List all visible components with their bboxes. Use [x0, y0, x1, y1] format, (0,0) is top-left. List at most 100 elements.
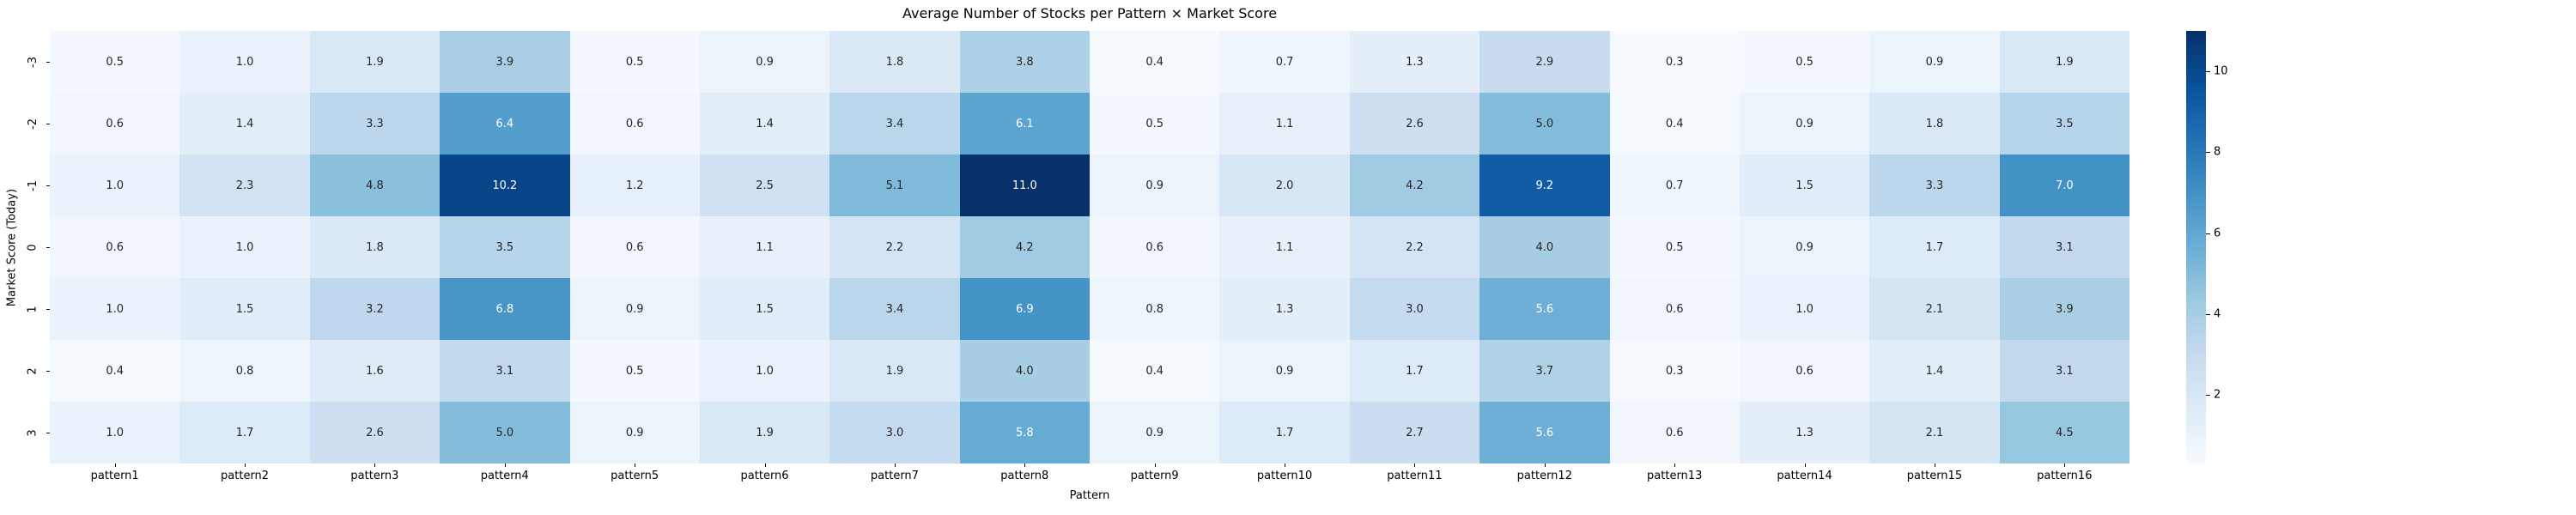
heatmap-cell: 0.6: [569, 216, 700, 278]
heatmap-cell: 1.0: [179, 31, 310, 93]
heatmap-cell: 1.8: [1869, 93, 2000, 154]
cell-value: 0.9: [625, 302, 644, 316]
colorbar-tick-label: 8: [2214, 145, 2221, 159]
x-tick-mark: [1804, 464, 1806, 467]
cell-value: 5.6: [1535, 426, 1554, 439]
x-tick-mark: [1024, 464, 1026, 467]
cell-value: 1.7: [1406, 364, 1424, 378]
y-tick-mark: [46, 309, 50, 310]
heatmap-cell: 3.8: [959, 31, 1090, 93]
x-tick-labels: pattern1 pattern2 pattern3 pattern4 pattern5…: [50, 470, 2129, 483]
heatmap-cell: 0.5: [569, 31, 700, 93]
cell-value: 0.5: [1665, 240, 1684, 254]
heatmap-cell: 3.7: [1479, 340, 1610, 402]
cell-value: 0.6: [625, 117, 644, 130]
heatmap-cell: 4.2: [1349, 154, 1480, 216]
x-tick-label: pattern4: [480, 470, 529, 482]
cell-value: 0.6: [1665, 426, 1684, 439]
heatmap-cell: 3.3: [309, 93, 440, 154]
heatmap-cell: 0.9: [569, 278, 700, 340]
cell-value: 0.4: [1665, 117, 1684, 130]
heatmap-cell: 0.4: [50, 340, 180, 402]
x-tick-label: pattern12: [1516, 470, 1572, 482]
cell-value: 1.0: [1795, 302, 1814, 316]
cell-value: 0.6: [1795, 364, 1814, 378]
cell-value: 1.9: [885, 364, 904, 378]
x-tick-label: pattern3: [350, 470, 399, 482]
chart-title: Average Number of Stocks per Pattern × M…: [902, 5, 1278, 21]
cell-value: 1.0: [235, 55, 254, 69]
cell-value: 2.2: [1406, 240, 1424, 254]
heatmap-cell: 0.9: [1090, 154, 1220, 216]
x-tick-label: pattern5: [611, 470, 659, 482]
heatmap-cell: 1.2: [569, 154, 700, 216]
heatmap-cell: 2.1: [1869, 402, 2000, 464]
y-tick-label: -2: [26, 118, 39, 130]
cell-value: 1.8: [366, 240, 384, 254]
heatmap-cell: 3.0: [1349, 278, 1480, 340]
heatmap-cell: 0.6: [1739, 340, 1870, 402]
x-tick-label: pattern10: [1256, 470, 1313, 482]
cell-value: 0.8: [235, 364, 254, 378]
cell-value: 1.3: [1795, 426, 1814, 439]
cell-value: 0.6: [106, 240, 125, 254]
heatmap-cell: 2.9: [1479, 31, 1610, 93]
heatmap-cell: 1.7: [1219, 402, 1350, 464]
colorbar-tick-mark: [2206, 152, 2210, 154]
cell-value: 3.8: [1015, 55, 1034, 69]
heatmap-cell: 0.6: [1090, 216, 1220, 278]
x-tick-label: pattern15: [1906, 470, 1963, 482]
heatmap-cell: 1.4: [179, 93, 310, 154]
heatmap-cell: 3.9: [440, 31, 570, 93]
cell-value: 1.1: [1275, 117, 1294, 130]
heatmap-cell: 1.3: [1219, 278, 1350, 340]
cell-value: 3.0: [1406, 302, 1424, 316]
heatmap-cell: 2.6: [1349, 93, 1480, 154]
heatmap-cell: 3.1: [1999, 340, 2129, 402]
heatmap-cell: 0.6: [1609, 278, 1740, 340]
cell-value: 0.9: [1795, 240, 1814, 254]
heatmap-cell: 0.6: [1609, 402, 1740, 464]
heatmap-cell: 0.3: [1609, 31, 1740, 93]
cell-value: 4.2: [1406, 179, 1424, 192]
x-tick-mark: [1674, 464, 1676, 467]
cell-value: 1.2: [625, 179, 644, 192]
heatmap-cell: 0.7: [1219, 31, 1350, 93]
heatmap-cell: 5.6: [1479, 278, 1610, 340]
heatmap-cell: 0.6: [569, 93, 700, 154]
x-tick-label: pattern13: [1647, 470, 1703, 482]
heatmap-cell: 6.8: [440, 278, 570, 340]
y-tick-mark: [46, 371, 50, 372]
cell-value: 4.0: [1015, 364, 1034, 378]
heatmap-cell: 9.2: [1479, 154, 1610, 216]
heatmap-cell: 5.6: [1479, 402, 1610, 464]
heatmap-cell: 1.8: [829, 31, 960, 93]
heatmap-cell: 1.1: [1219, 216, 1350, 278]
cell-value: 0.9: [1925, 55, 1944, 69]
colorbar-tick-mark: [2206, 394, 2210, 396]
x-tick-label: pattern8: [1000, 470, 1049, 482]
x-tick-mark: [2064, 464, 2066, 467]
heatmap-cell: 0.9: [1739, 93, 1870, 154]
x-axis-label: Pattern: [1069, 489, 1110, 502]
x-tick-mark: [1544, 464, 1546, 467]
cell-value: 3.2: [366, 302, 384, 316]
cell-value: 2.6: [1406, 117, 1424, 130]
y-tick-label: -1: [26, 179, 39, 191]
heatmap-cell: 1.9: [309, 31, 440, 93]
heatmap-cell: 1.0: [50, 278, 180, 340]
heatmap-cell: 5.0: [1479, 93, 1610, 154]
cell-value: 1.1: [1275, 240, 1294, 254]
cell-value: 1.4: [235, 117, 254, 130]
cell-value: 1.7: [1275, 426, 1294, 439]
heatmap-cell: 2.6: [309, 402, 440, 464]
cell-value: 2.6: [366, 426, 384, 439]
cell-value: 1.5: [1795, 179, 1814, 192]
cell-value: 4.2: [1015, 240, 1034, 254]
heatmap-cell: 1.1: [699, 216, 830, 278]
colorbar-tick-label: 2: [2214, 388, 2221, 402]
heatmap-cell: 3.5: [1999, 93, 2129, 154]
cell-value: 0.6: [625, 240, 644, 254]
heatmap-cell: 3.3: [1869, 154, 2000, 216]
cell-value: 4.5: [2055, 426, 2074, 439]
